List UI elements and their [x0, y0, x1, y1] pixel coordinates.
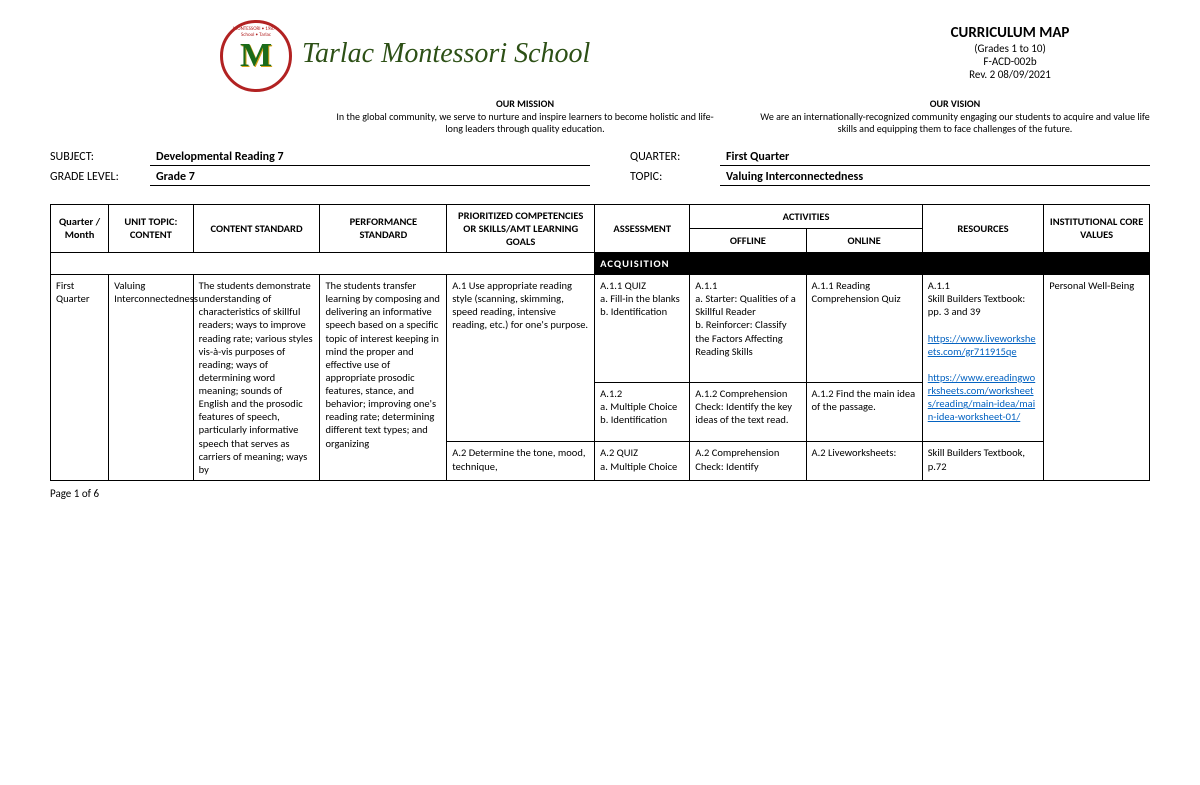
th-core-values: INSTITUTIONAL CORE VALUES — [1044, 204, 1150, 252]
cell-resources-a1: A.1.1 Skill Builders Textbook: pp. 3 and… — [922, 275, 1044, 442]
page-footer: Page 1 of 6 — [50, 487, 1150, 500]
vision-block: OUR VISION We are an internationally-rec… — [760, 98, 1150, 136]
mission-heading: OUR MISSION — [330, 98, 720, 111]
topic-value: Valuing Interconnectedness — [720, 170, 1150, 186]
mission-block: OUR MISSION In the global community, we … — [330, 98, 720, 136]
vision-body: We are an internationally-recognized com… — [760, 111, 1150, 136]
subject-label: SUBJECT: — [50, 150, 150, 166]
acquisition-band: ACQUISITION — [51, 252, 1150, 274]
grades-line: (Grades 1 to 10) — [870, 42, 1150, 55]
res-a11-text: A.1.1 Skill Builders Textbook: pp. 3 and… — [928, 279, 1025, 318]
grade-label: GRADE LEVEL: — [50, 170, 150, 186]
cell-resources-a2: Skill Builders Textbook, p.72 — [922, 442, 1044, 480]
cell-assessment-a11: A.1.1 QUIZ a. Fill-in the blanks b. Iden… — [595, 275, 690, 383]
th-unit-topic: UNIT TOPIC: CONTENT — [109, 204, 194, 252]
grade-value: Grade 7 — [150, 170, 590, 186]
cell-unit-topic: Valuing Interconnectedness — [109, 275, 194, 481]
cell-competency-a2: A.2 Determine the tone, mood, technique, — [447, 442, 595, 480]
mission-vision-row: OUR MISSION In the global community, we … — [50, 98, 1150, 136]
th-online: ONLINE — [806, 228, 922, 252]
th-offline: OFFLINE — [690, 228, 806, 252]
doc-header: Tarlac Montessori School CURRICULUM MAP … — [50, 20, 1150, 92]
cell-assessment-a12: A.1.2 a. Multiple Choice b. Identificati… — [595, 382, 690, 442]
quarter-value: First Quarter — [720, 150, 1150, 166]
th-quarter-month: Quarter / Month — [51, 204, 109, 252]
th-competencies: PRIORITIZED COMPETENCIES OR SKILLS/AMT L… — [447, 204, 595, 252]
resource-link-2[interactable]: https://www.ereadingworksheets.com/works… — [928, 371, 1035, 423]
vision-heading: OUR VISION — [760, 98, 1150, 111]
mission-body: In the global community, we serve to nur… — [330, 111, 720, 136]
rev-line: Rev. 2 08/09/2021 — [870, 68, 1150, 81]
cell-quarter: First Quarter — [51, 275, 109, 481]
form-no: F-ACD-002b — [870, 55, 1150, 68]
cell-content-standard: The students demonstrate understanding o… — [193, 275, 320, 481]
doc-title: CURRICULUM MAP — [870, 24, 1150, 42]
table-row: First Quarter Valuing Interconnectedness… — [51, 275, 1150, 383]
th-content-standard: CONTENT STANDARD — [193, 204, 320, 252]
cell-offline-a12: A.1.2 Comprehension Check: Identify the … — [690, 382, 806, 442]
resource-link-1[interactable]: https://www.liveworksheets.com/gr711915q… — [928, 332, 1036, 358]
cell-competency-a1: A.1 Use appropriate reading style (scann… — [447, 275, 595, 442]
topic-label: TOPIC: — [630, 170, 720, 186]
cell-offline-a2: A.2 Comprehension Check: Identify — [690, 442, 806, 480]
table-head: Quarter / Month UNIT TOPIC: CONTENT CONT… — [51, 204, 1150, 252]
cell-performance-standard: The students transfer learning by compos… — [320, 275, 447, 481]
cell-online-a12: A.1.2 Find the main idea of the passage. — [806, 382, 922, 442]
quarter-label: QUARTER: — [630, 150, 720, 166]
th-assessment: ASSESSMENT — [595, 204, 690, 252]
th-activities: ACTIVITIES — [690, 204, 922, 228]
acquisition-label: ACQUISITION — [595, 252, 1150, 274]
school-name: Tarlac Montessori School — [302, 20, 860, 70]
cell-offline-a11: A.1.1 a. Starter: Qualities of a Skillfu… — [690, 275, 806, 383]
curriculum-table: Quarter / Month UNIT TOPIC: CONTENT CONT… — [50, 204, 1150, 481]
th-resources: RESOURCES — [922, 204, 1044, 252]
cell-assessment-a2: A.2 QUIZ a. Multiple Choice — [595, 442, 690, 480]
school-logo — [220, 20, 292, 92]
cell-core-values: Personal Well-Being — [1044, 275, 1150, 481]
doc-title-block: CURRICULUM MAP (Grades 1 to 10) F-ACD-00… — [870, 20, 1150, 81]
cell-online-a2: A.2 Liveworksheets: — [806, 442, 922, 480]
cell-online-a11: A.1.1 Reading Comprehension Quiz — [806, 275, 922, 383]
subject-value: Developmental Reading 7 — [150, 150, 590, 166]
meta-grid: SUBJECT: Developmental Reading 7 QUARTER… — [50, 150, 1150, 186]
th-performance-standard: PERFORMANCE STANDARD — [320, 204, 447, 252]
